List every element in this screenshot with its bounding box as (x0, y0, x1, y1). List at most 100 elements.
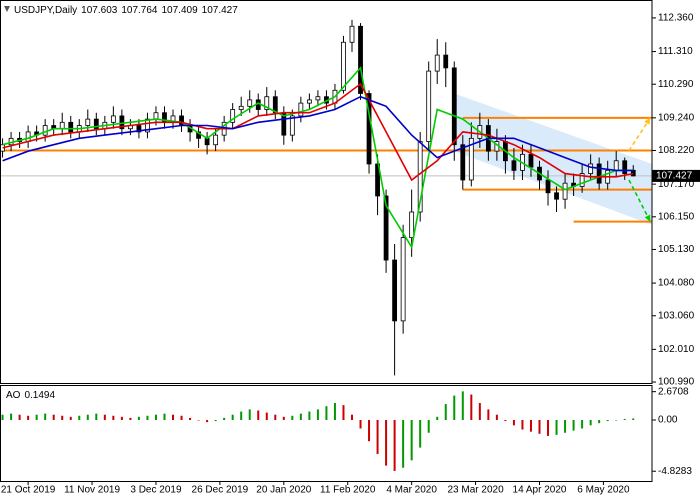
ao-bar (632, 418, 635, 421)
candle-body (306, 99, 312, 104)
candle-body (400, 237, 406, 322)
candle-body (443, 54, 449, 69)
candle-body (434, 54, 440, 72)
x-tick-label: 21 Oct 2019 (1, 485, 56, 496)
arrow-head (644, 214, 651, 222)
ao-bar (137, 416, 140, 421)
candle-body (392, 259, 398, 322)
candle-body (204, 137, 210, 146)
ao-bar (376, 420, 379, 454)
y-tick-label: 103.060 (658, 310, 695, 321)
ao-bar (265, 412, 268, 421)
candle-body (93, 118, 99, 130)
ao-title: AO (6, 390, 21, 401)
ao-bar (436, 416, 439, 421)
ao-panel-frame (0, 385, 653, 482)
ao-bar (240, 411, 243, 421)
candle-body (59, 121, 65, 130)
candle-body (298, 102, 304, 117)
ao-bar (316, 409, 319, 421)
ao-bar (589, 420, 592, 426)
ao-bar (325, 406, 328, 421)
ao-bar (282, 416, 285, 421)
candle-body (42, 125, 48, 136)
x-tick-label: 6 May 2020 (577, 485, 630, 496)
ao-bar (444, 404, 447, 421)
ao-bar (172, 414, 175, 421)
ao-bar (581, 420, 584, 429)
ao-bar (257, 410, 260, 421)
candle-body (596, 163, 602, 184)
candle-body (25, 131, 31, 142)
plot-area (0, 19, 652, 471)
ao-bar (555, 420, 558, 435)
candle-body (383, 195, 389, 261)
ao-bar (359, 420, 362, 429)
ao-bar (623, 418, 626, 421)
ao-bar (1, 414, 4, 421)
candle-body (341, 41, 346, 91)
y-tick-label: 108.220 (658, 145, 695, 156)
ao-bar (112, 415, 115, 421)
ao-bar (385, 420, 388, 466)
projection-arrow (628, 179, 652, 222)
y-tick-label: 112.360 (658, 13, 694, 24)
ao-bar (564, 420, 567, 433)
ao-bar (231, 414, 234, 421)
ao-bar (129, 417, 132, 421)
ao-bar (27, 415, 30, 421)
candle-body (630, 169, 636, 177)
y-tick-label: 106.150 (658, 211, 695, 222)
ao-bar (470, 394, 473, 421)
x-tick-label: 11 Feb 2020 (320, 485, 376, 496)
ao-bar (598, 420, 601, 424)
ao-bar (333, 403, 336, 421)
ao-bar (52, 414, 55, 421)
ao-bar (10, 413, 13, 421)
ao-bar (95, 413, 98, 421)
ao-bar (512, 420, 515, 426)
candle-body (85, 118, 91, 126)
ao-bar (61, 415, 64, 421)
candle-body (613, 160, 619, 171)
candle-body (153, 112, 159, 120)
ao-bar (308, 411, 311, 421)
ao-bar (478, 403, 481, 421)
ao-bar (78, 415, 81, 421)
ao-bar (18, 414, 21, 421)
x-tick-label: 23 Mar 2020 (447, 485, 504, 496)
ao-bar (44, 413, 47, 421)
candle-body (247, 99, 253, 107)
ohlc-high: 107.764 (121, 5, 158, 16)
ao-bar (504, 420, 507, 422)
x-tick-label: 3 Dec 2019 (130, 485, 182, 496)
ohlc-open: 107.603 (81, 5, 118, 16)
candle-body (349, 25, 355, 43)
ao-bar (606, 420, 609, 422)
trend-channel (454, 93, 652, 225)
ao-bar (120, 416, 123, 421)
y-tick-label: 110.290 (658, 79, 694, 90)
header-icon (4, 6, 10, 12)
candle-body (622, 160, 628, 174)
candle-body (426, 70, 432, 142)
price-label: 107.427 (656, 171, 693, 182)
ao-bar (154, 414, 157, 421)
price-panel-frame (0, 0, 653, 384)
y-tick-label: 105.130 (658, 244, 695, 255)
y-tick-label: 107.170 (658, 179, 695, 190)
candle-body (145, 118, 150, 133)
ao-bar (103, 414, 106, 421)
ao-bar (350, 414, 353, 421)
ao-bar (163, 413, 166, 421)
ao-bar (547, 420, 550, 436)
candle-body (468, 137, 474, 181)
candle-body (562, 182, 568, 200)
ao-bar (206, 420, 209, 423)
ao-bar (274, 414, 277, 421)
ao-value: 0.1494 (24, 390, 55, 401)
candle-body (511, 160, 517, 171)
moving-average (2, 82, 634, 182)
ao-header: AO 0.1494 (6, 390, 55, 401)
ohlc-low: 107.409 (161, 5, 198, 16)
